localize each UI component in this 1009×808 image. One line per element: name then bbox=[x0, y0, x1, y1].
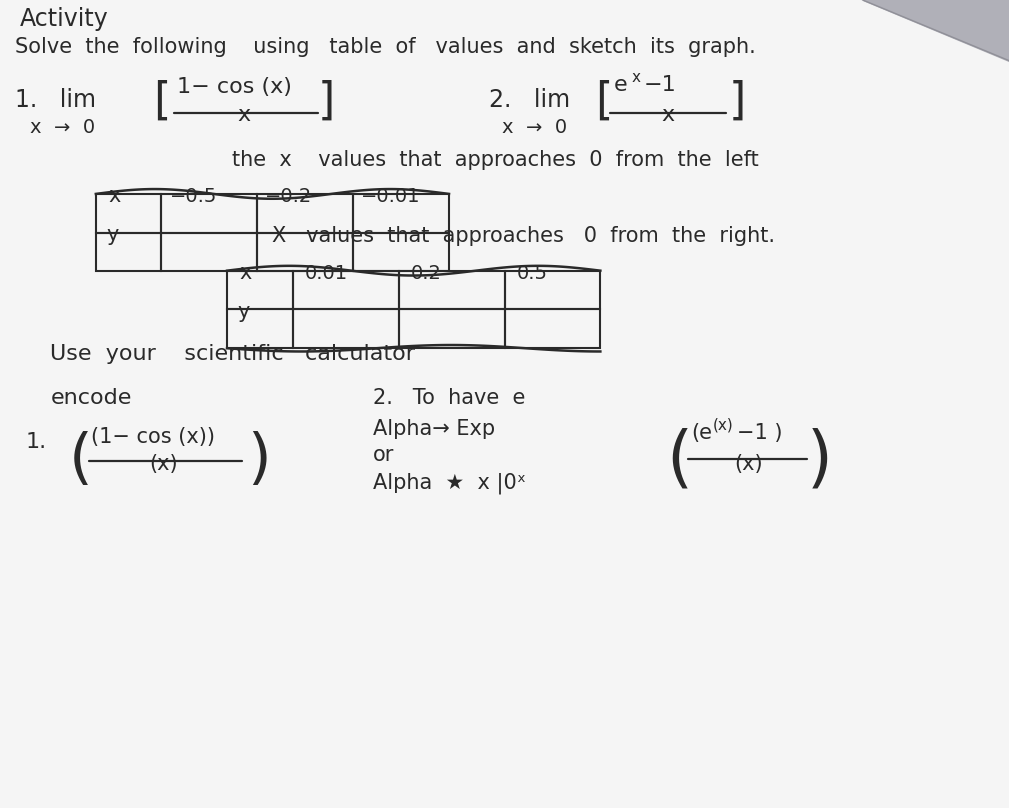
Text: 2.   lim: 2. lim bbox=[489, 87, 570, 112]
Text: −0.01: −0.01 bbox=[361, 187, 421, 206]
Text: the  x    values  that  approaches  0  from  the  left: the x values that approaches 0 from the … bbox=[232, 149, 759, 170]
Text: 0.01: 0.01 bbox=[305, 263, 348, 283]
Text: Use  your    scientific   calculator: Use your scientific calculator bbox=[50, 343, 416, 364]
Text: ): ) bbox=[247, 431, 271, 490]
Text: x: x bbox=[632, 70, 641, 86]
Text: (e: (e bbox=[691, 423, 712, 443]
Text: x: x bbox=[237, 105, 250, 125]
Text: (x): (x) bbox=[712, 418, 734, 433]
Text: [: [ bbox=[153, 79, 171, 123]
Text: −1 ): −1 ) bbox=[737, 423, 782, 443]
Text: Activity: Activity bbox=[20, 6, 109, 31]
Text: Alpha  ★  x |0ˣ: Alpha ★ x |0ˣ bbox=[373, 473, 527, 494]
Text: −1: −1 bbox=[644, 75, 676, 95]
Text: (: ( bbox=[666, 427, 692, 494]
Text: (: ( bbox=[69, 431, 93, 490]
Text: 1− cos (x): 1− cos (x) bbox=[177, 77, 292, 97]
Text: x: x bbox=[661, 105, 674, 125]
Text: −0.5: −0.5 bbox=[170, 187, 217, 206]
Text: y: y bbox=[106, 225, 118, 245]
Text: y: y bbox=[237, 301, 249, 322]
Text: ]: ] bbox=[728, 79, 746, 123]
Text: e: e bbox=[613, 75, 628, 95]
Text: X   values  that  approaches   0  from  the  right.: X values that approaches 0 from the righ… bbox=[272, 226, 776, 246]
Text: Alpha→ Exp: Alpha→ Exp bbox=[373, 419, 495, 439]
Text: x  →  0: x → 0 bbox=[30, 118, 96, 137]
Text: −0.2: −0.2 bbox=[265, 187, 313, 206]
Text: (x): (x) bbox=[735, 454, 763, 474]
Text: 0.2: 0.2 bbox=[411, 263, 442, 283]
Text: (x): (x) bbox=[149, 454, 178, 474]
Text: encode: encode bbox=[50, 388, 132, 408]
Polygon shape bbox=[863, 0, 1009, 61]
Text: x  →  0: x → 0 bbox=[502, 118, 568, 137]
Text: 0.5: 0.5 bbox=[517, 263, 548, 283]
Text: or: or bbox=[373, 444, 395, 465]
Text: (1− cos (x)): (1− cos (x)) bbox=[91, 427, 215, 447]
Text: ]: ] bbox=[318, 79, 335, 123]
Text: 1.   lim: 1. lim bbox=[15, 87, 96, 112]
Text: ): ) bbox=[807, 427, 833, 494]
Text: x: x bbox=[239, 263, 251, 283]
Text: 1.: 1. bbox=[25, 432, 46, 452]
Text: Solve  the  following    using   table  of   values  and  sketch  its  graph.: Solve the following using table of value… bbox=[15, 36, 756, 57]
Text: [: [ bbox=[595, 79, 612, 123]
Text: x: x bbox=[108, 186, 120, 206]
Text: 2.   To  have  e: 2. To have e bbox=[373, 388, 526, 408]
